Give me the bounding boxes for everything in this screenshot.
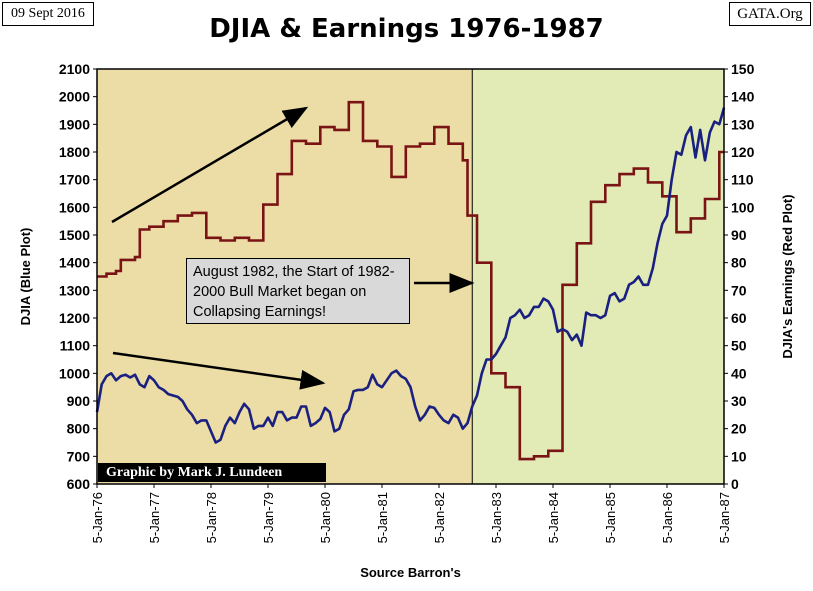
y-tick-label: 700 [67,448,91,464]
x-tick-label: 5-Jan-87 [717,492,732,543]
y-tick-label: 1300 [59,282,90,298]
y-tick-label: 2100 [59,61,90,77]
earnings-line [97,100,724,461]
y-tick-label: 1900 [59,116,90,132]
axis-layer: 6007008009001000110012001300140015001600… [59,61,755,543]
callout-box: August 1982, the Start of 1982-2000 Bull… [186,258,410,324]
y2-tick-label: 30 [731,393,747,409]
y2-tick-label: 130 [731,116,755,132]
djia-line [95,107,726,444]
y-tick-label: 1600 [59,199,90,215]
x-tick-label: 5-Jan-76 [90,492,105,543]
downtrend-arrow [112,351,326,390]
y-tick-label: 1400 [59,255,90,271]
y2-tick-label: 110 [731,172,754,188]
x-tick-label: 5-Jan-84 [546,492,561,543]
x-tick-label: 5-Jan-79 [261,492,276,543]
x-tick-label: 5-Jan-86 [660,492,675,543]
y2-tick-label: 120 [731,144,755,160]
y2-tick-label: 60 [731,310,747,326]
y2-tick-label: 80 [731,255,747,271]
y2-tick-label: 140 [731,89,755,105]
y2-tick-label: 40 [731,365,747,381]
date-label: 09 Sept 2016 [2,2,94,26]
credit-label: Graphic by Mark J. Lundeen [98,463,326,482]
y-tick-label: 1500 [59,227,90,243]
y-tick-label: 1000 [59,365,90,381]
y-tick-label: 1200 [59,310,90,326]
x-tick-label: 5-Jan-78 [204,492,219,543]
y2-tick-label: 150 [731,61,755,77]
x-tick-label: 5-Jan-77 [147,492,162,543]
y-tick-label: 1700 [59,172,90,188]
y-tick-label: 900 [67,393,91,409]
y-tick-label: 1100 [60,338,91,354]
y-tick-label: 1800 [59,144,90,160]
post-1982-background [472,69,724,484]
arrow-layer [111,106,475,390]
y2-axis-label: DJIA's Earnings (Red Plot) [780,194,795,358]
uptrend-arrow [111,106,309,224]
y2-tick-label: 100 [731,199,755,215]
x-tick-label: 5-Jan-82 [432,492,447,543]
chart-title: DJIA & Earnings 1976-1987 [209,14,604,44]
x-tick-label: 5-Jan-85 [603,492,618,543]
y-axis-label: DJIA (Blue Plot) [18,228,33,326]
y2-tick-label: 90 [731,227,747,243]
y-tick-label: 2000 [59,89,90,105]
y-tick-label: 800 [67,421,91,437]
series-layer [95,100,726,461]
y2-tick-label: 70 [731,282,747,298]
y2-tick-label: 10 [731,448,747,464]
y2-tick-label: 50 [731,338,747,354]
x-axis-label: Source Barron's [360,565,461,580]
y-tick-label: 600 [67,476,91,492]
x-tick-label: 5-Jan-83 [489,492,504,543]
x-tick-label: 5-Jan-80 [318,492,333,543]
plot-frame [96,68,725,485]
y2-tick-label: 20 [731,421,747,437]
site-label: GATA.Org [729,2,811,26]
x-tick-label: 5-Jan-81 [375,492,390,543]
y2-tick-label: 0 [731,476,739,492]
